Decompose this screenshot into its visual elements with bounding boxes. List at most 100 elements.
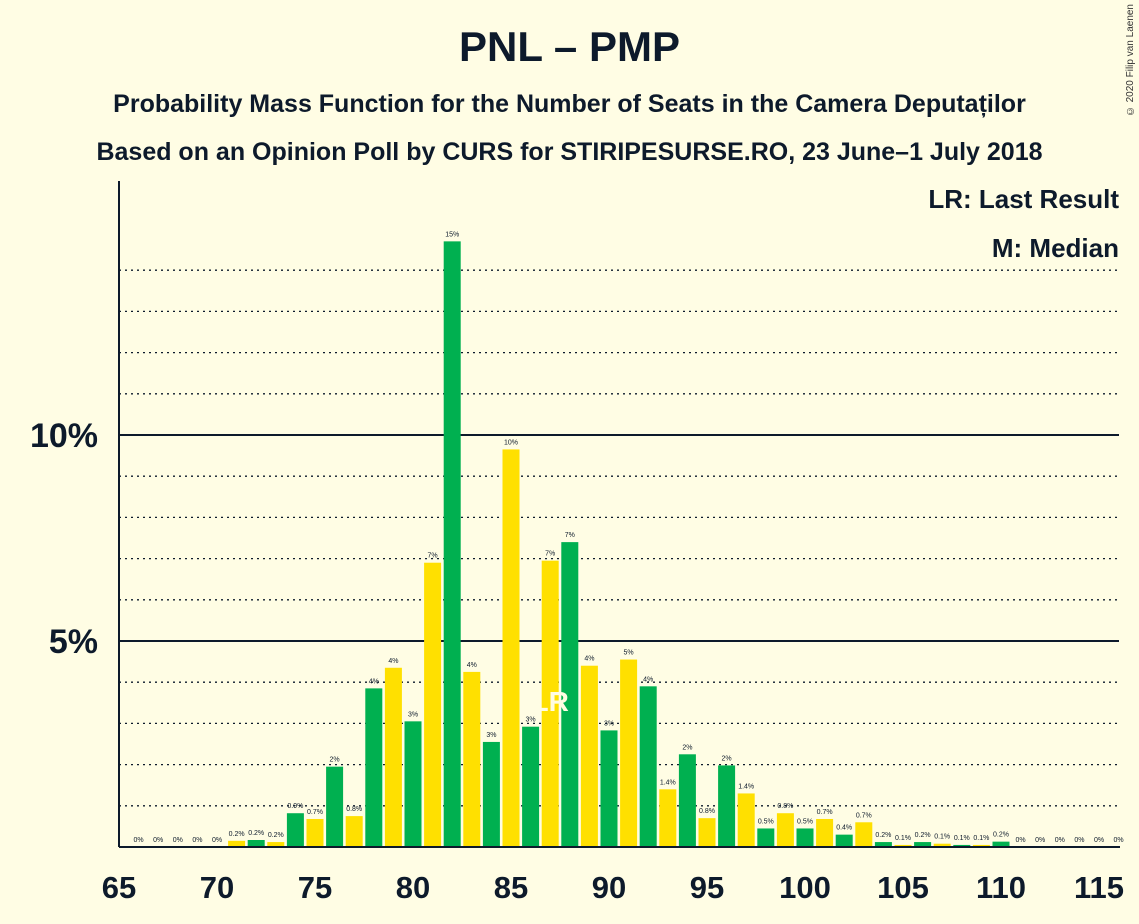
data-label: 0.2% — [993, 832, 1009, 839]
data-label: 5% — [624, 650, 634, 657]
bar-seat-83 — [463, 671, 481, 847]
legend-last-result: LR: Last Result — [928, 184, 1119, 214]
data-label: 0% — [153, 837, 163, 844]
data-label: 0% — [1114, 837, 1124, 844]
bar-seat-109 — [972, 844, 990, 847]
data-label: 0.1% — [954, 835, 970, 842]
bar-seat-110 — [992, 841, 1010, 847]
data-label: 0.5% — [758, 818, 774, 825]
data-label: 0.1% — [973, 835, 989, 842]
bar-seat-86 — [522, 726, 540, 847]
bar-seat-85 — [502, 449, 520, 847]
bar-seat-72 — [247, 839, 265, 847]
chart-source: Based on an Opinion Poll by CURS for STI… — [96, 138, 1043, 166]
bar-seat-101 — [816, 818, 834, 847]
bar-seat-79 — [384, 667, 402, 847]
data-label: 0.7% — [307, 809, 323, 816]
data-label: 0% — [192, 837, 202, 844]
data-label: 0.2% — [915, 832, 931, 839]
data-label: 4% — [584, 656, 594, 663]
data-label: 3% — [526, 717, 536, 724]
bar-seat-98 — [757, 828, 775, 847]
bar-seat-80 — [404, 721, 422, 847]
data-label: 2% — [722, 755, 732, 762]
bar-seat-81 — [424, 562, 442, 847]
bar-seat-77 — [345, 816, 363, 847]
data-label: 0.2% — [248, 830, 264, 837]
data-label: 2% — [682, 744, 692, 751]
data-label: 0.8% — [346, 806, 362, 813]
bar-seat-96 — [718, 765, 736, 847]
data-label: 0% — [212, 837, 222, 844]
data-label: 0.9% — [287, 803, 303, 810]
data-label: 3% — [604, 720, 614, 727]
bar-seat-89 — [580, 665, 598, 847]
x-tick-label: 100 — [779, 870, 831, 905]
bar-seat-73 — [267, 842, 285, 847]
x-tick-label: 115 — [1074, 870, 1124, 905]
x-tick-label: 70 — [200, 870, 234, 905]
bars — [228, 241, 1010, 848]
x-tick-label: 95 — [690, 870, 724, 905]
bar-seat-84 — [482, 741, 500, 847]
data-label: 0% — [1055, 837, 1065, 844]
chart-title: PNL – PMP — [459, 23, 680, 70]
grid-lines — [119, 269, 1119, 807]
data-label: 7% — [428, 553, 438, 560]
bar-seat-94 — [678, 754, 696, 847]
data-label: 10% — [504, 439, 518, 446]
data-label: 0.2% — [875, 832, 891, 839]
data-label: 0.1% — [934, 834, 950, 841]
data-label: 0.2% — [268, 832, 284, 839]
bar-seat-104 — [874, 842, 892, 847]
data-label: 2% — [330, 757, 340, 764]
bar-seat-76 — [326, 766, 344, 847]
data-label: 0.8% — [777, 803, 793, 810]
data-label: 4% — [467, 662, 477, 669]
last-result-marker: LR — [532, 686, 569, 717]
bar-seat-95 — [698, 818, 716, 847]
data-label: 0% — [1074, 837, 1084, 844]
data-label: 0.4% — [836, 825, 852, 832]
data-label: 0.7% — [856, 812, 872, 819]
bar-seat-106 — [914, 842, 932, 847]
bar-seat-100 — [796, 828, 814, 847]
data-label: 0% — [173, 837, 183, 844]
bar-seat-90 — [600, 730, 618, 847]
bar-seat-74 — [286, 813, 304, 847]
data-label: 0% — [134, 837, 144, 844]
data-label: 4% — [369, 678, 379, 685]
data-label: 4% — [643, 676, 653, 683]
bar-seat-105 — [894, 844, 912, 847]
data-label: 0.1% — [895, 835, 911, 842]
data-label: 7% — [565, 532, 575, 539]
y-tick-label: 5% — [49, 623, 98, 661]
x-tick-label: 90 — [592, 870, 626, 905]
data-label: 0% — [1035, 837, 1045, 844]
bar-seat-102 — [835, 834, 853, 847]
data-label: 7% — [545, 551, 555, 558]
data-label: 1.4% — [738, 783, 754, 790]
axes: 65 70 75 80 85 90 95 100 105 110 115 5% 10% — [30, 181, 1124, 905]
bar-seat-99 — [776, 813, 794, 847]
chart-subtitle: Probability Mass Function for the Number… — [113, 90, 1026, 118]
bar-seat-87 — [541, 560, 559, 847]
data-labels: 0% 0% 0% 0% 0% 0.2% 0.2% 0.2% 0.9% 0.7% 2% 0.8% 4% 4%… — [134, 231, 1124, 844]
data-label: 3% — [486, 732, 496, 739]
bar-seat-93 — [659, 789, 677, 847]
bar-seat-71 — [228, 840, 246, 847]
bar-seat-88 — [561, 542, 579, 847]
bar-seat-107 — [933, 843, 951, 847]
bar-seat-97 — [737, 793, 755, 847]
data-label: 15% — [445, 231, 459, 238]
legend-median: M: Median — [991, 233, 1119, 263]
data-label: 0% — [1016, 837, 1026, 844]
bar-seat-103 — [855, 822, 873, 847]
data-label: 1.4% — [660, 779, 676, 786]
bar-seat-82 — [443, 241, 461, 848]
bar-seat-75 — [306, 818, 324, 847]
data-label: 0% — [1094, 837, 1104, 844]
data-label: 0.7% — [817, 809, 833, 816]
x-tick-label: 105 — [877, 870, 929, 905]
